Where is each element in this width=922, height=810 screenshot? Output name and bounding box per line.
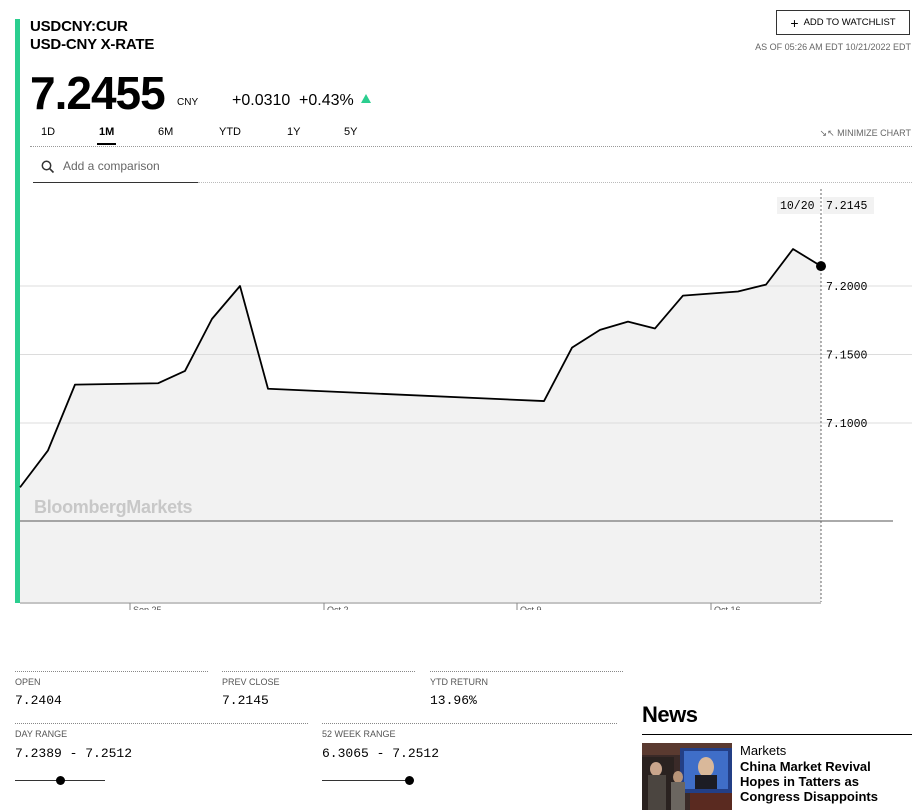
open-label: OPEN xyxy=(15,677,41,687)
chart-tooltip: 10/20 7.2145 xyxy=(777,197,874,214)
week52-range-marker xyxy=(404,776,414,785)
open-value: 7.2404 xyxy=(15,693,62,708)
accent-bar xyxy=(15,19,20,603)
divider xyxy=(198,182,912,183)
week52-range-label: 52 WEEK RANGE xyxy=(322,729,396,739)
as-of-timestamp: AS OF 05:26 AM EDT 10/21/2022 EDT xyxy=(755,42,911,52)
news-section-title: News xyxy=(642,702,698,727)
divider xyxy=(222,671,415,672)
add-to-watchlist-button[interactable]: + ADD TO WATCHLIST xyxy=(776,10,910,35)
ytd-return-label: YTD RETURN xyxy=(430,677,488,687)
tab-range-6m[interactable]: 6M xyxy=(158,126,174,138)
up-arrow-icon xyxy=(361,94,371,103)
ytd-return-value: 13.96% xyxy=(430,693,477,708)
comparison-input[interactable] xyxy=(61,158,195,174)
day-range-track xyxy=(15,776,105,785)
y-tick-label: 7.1000 xyxy=(826,418,868,431)
comparison-search[interactable] xyxy=(33,152,198,183)
ticker-symbol: USDCNY:CUR xyxy=(30,18,128,35)
x-tick-label: Oct 16 xyxy=(714,605,741,610)
tooltip-value: 7.2145 xyxy=(826,200,868,213)
y-tick-label: 7.1500 xyxy=(826,350,868,363)
minimize-icon: ↘↖ xyxy=(819,128,835,138)
search-icon xyxy=(41,160,55,174)
divider xyxy=(430,671,623,672)
news-thumbnail[interactable] xyxy=(642,743,732,810)
news-headline[interactable]: China Market Revival Hopes in Tatters as… xyxy=(740,759,878,804)
tab-range-1y[interactable]: 1Y xyxy=(287,126,301,138)
divider xyxy=(642,734,912,735)
divider xyxy=(15,671,208,672)
prev-close-label: PREV CLOSE xyxy=(222,677,280,687)
y-tick-label: 7.2000 xyxy=(826,281,868,294)
x-tick-label: Oct 9 xyxy=(520,605,542,610)
tab-range-1d[interactable]: 1D xyxy=(41,126,56,138)
price-change-percent: +0.43% xyxy=(299,92,354,109)
tab-range-ytd[interactable]: YTD xyxy=(219,126,241,138)
minimize-label: MINIMIZE CHART xyxy=(837,128,911,138)
divider xyxy=(15,723,308,724)
last-price-dot xyxy=(816,261,826,272)
prev-close-value: 7.2145 xyxy=(222,693,269,708)
week52-range-value: 6.3065 - 7.2512 xyxy=(322,746,440,761)
tab-range-5y[interactable]: 5Y xyxy=(344,126,358,138)
instrument-name: USD-CNY X-RATE xyxy=(30,36,155,53)
x-tick-label: Sep 25 xyxy=(133,605,162,610)
tooltip-date: 10/20 xyxy=(780,200,815,213)
day-range-label: DAY RANGE xyxy=(15,729,68,739)
divider xyxy=(30,146,912,147)
chart-area-fill xyxy=(20,249,821,602)
day-range-marker xyxy=(55,776,65,785)
day-range-value: 7.2389 - 7.2512 xyxy=(15,746,133,761)
price-currency: CNY xyxy=(177,97,199,108)
price-chart[interactable]: BloombergMarkets 7.2000 7.1500 7.1000 Sep … xyxy=(0,185,922,610)
minimize-chart-button[interactable]: ↘↖ MINIMIZE CHART xyxy=(820,128,911,139)
tab-range-1m[interactable]: 1M xyxy=(96,126,117,145)
plus-icon: + xyxy=(790,14,799,31)
price-line xyxy=(19,248,822,488)
watchlist-label: ADD TO WATCHLIST xyxy=(803,17,896,28)
divider xyxy=(322,723,617,724)
news-category[interactable]: Markets xyxy=(740,743,787,758)
chart-watermark: BloombergMarkets xyxy=(34,497,193,517)
x-tick-label: Oct 2 xyxy=(327,605,349,610)
week52-range-track xyxy=(322,776,414,785)
price-change: +0.0310 xyxy=(232,92,291,109)
current-price: 7.2455 xyxy=(30,67,166,119)
